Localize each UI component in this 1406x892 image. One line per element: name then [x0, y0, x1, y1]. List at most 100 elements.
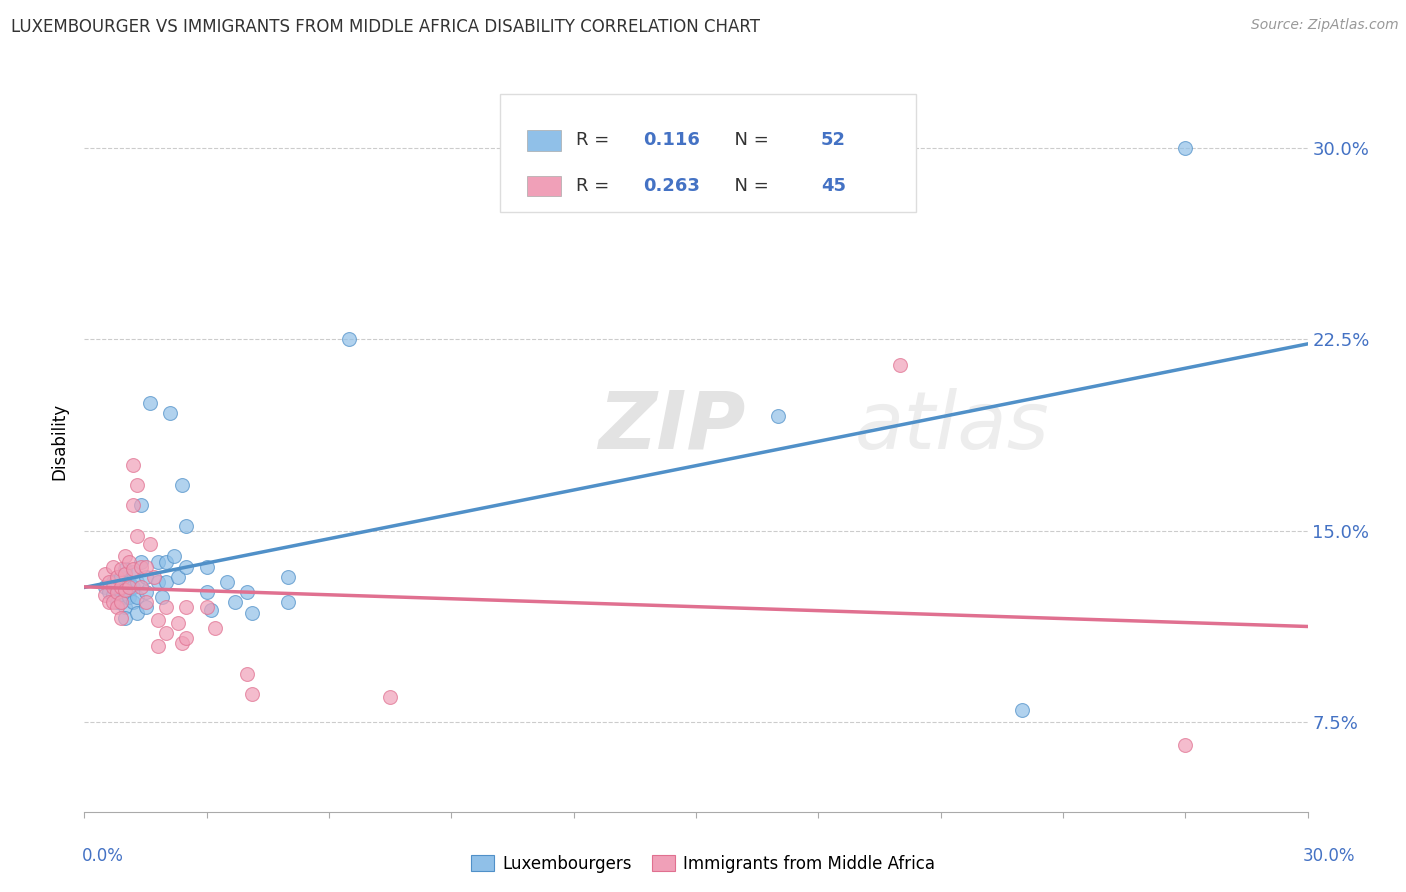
Point	[159, 407, 181, 421]
Point	[118, 574, 141, 589]
Point	[101, 588, 124, 602]
Point	[167, 615, 190, 630]
Point	[131, 580, 153, 594]
Point	[122, 595, 145, 609]
Point	[101, 580, 124, 594]
Point	[155, 626, 177, 640]
Point	[195, 585, 218, 599]
Point	[114, 591, 136, 605]
Point	[200, 603, 222, 617]
Point	[110, 595, 132, 609]
Point	[146, 613, 169, 627]
Text: 45: 45	[821, 177, 846, 195]
Point	[174, 600, 197, 615]
Point	[172, 636, 194, 650]
Text: R =: R =	[576, 177, 614, 195]
Point	[142, 570, 165, 584]
Point	[97, 595, 120, 609]
Point	[1174, 739, 1197, 753]
Text: N =: N =	[723, 131, 775, 149]
Point	[240, 687, 263, 701]
Text: 0.0%: 0.0%	[82, 847, 124, 865]
Point	[172, 478, 194, 492]
Point	[766, 409, 789, 423]
Point	[105, 580, 128, 594]
Text: N =: N =	[723, 177, 775, 195]
Point	[122, 565, 145, 579]
Point	[122, 499, 145, 513]
Point	[122, 562, 145, 576]
Point	[146, 574, 169, 589]
Point	[114, 610, 136, 624]
Point	[93, 567, 115, 582]
Y-axis label: Disability: Disability	[51, 403, 69, 480]
Point	[114, 600, 136, 615]
Point	[174, 518, 197, 533]
Point	[135, 600, 157, 615]
Point	[105, 600, 128, 615]
Point	[110, 585, 132, 599]
Point	[236, 585, 259, 599]
Point	[135, 595, 157, 609]
FancyBboxPatch shape	[501, 94, 917, 212]
Point	[101, 559, 124, 574]
Point	[204, 621, 226, 635]
Point	[131, 555, 153, 569]
Point	[889, 358, 911, 372]
Point	[195, 600, 218, 615]
Point	[155, 574, 177, 589]
Point	[131, 559, 153, 574]
Point	[240, 606, 263, 620]
Point	[131, 499, 153, 513]
Point	[101, 595, 124, 609]
Point	[155, 555, 177, 569]
Point	[1011, 703, 1033, 717]
Point	[122, 580, 145, 594]
Point	[110, 562, 132, 576]
Point	[236, 666, 259, 681]
Point	[155, 600, 177, 615]
Point	[93, 580, 115, 594]
Point	[105, 570, 128, 584]
Point	[114, 549, 136, 564]
Point	[114, 562, 136, 576]
Text: 0.263: 0.263	[644, 177, 700, 195]
Text: LUXEMBOURGER VS IMMIGRANTS FROM MIDDLE AFRICA DISABILITY CORRELATION CHART: LUXEMBOURGER VS IMMIGRANTS FROM MIDDLE A…	[11, 18, 761, 36]
Point	[127, 591, 149, 605]
Point	[127, 529, 149, 543]
Point	[114, 567, 136, 582]
Point	[118, 591, 141, 605]
Point	[277, 570, 299, 584]
Point	[97, 574, 120, 589]
Point	[1174, 141, 1197, 155]
Point	[110, 580, 132, 594]
Point	[277, 595, 299, 609]
Point	[135, 570, 157, 584]
Point	[167, 570, 190, 584]
Point	[97, 585, 120, 599]
Point	[138, 396, 160, 410]
Point	[174, 559, 197, 574]
FancyBboxPatch shape	[527, 176, 561, 196]
Point	[163, 549, 186, 564]
Text: 0.116: 0.116	[644, 131, 700, 149]
Point	[101, 574, 124, 589]
Point	[105, 595, 128, 609]
Point	[127, 574, 149, 589]
Text: 52: 52	[821, 131, 846, 149]
Legend: Luxembourgers, Immigrants from Middle Africa: Luxembourgers, Immigrants from Middle Af…	[464, 848, 942, 880]
Point	[146, 555, 169, 569]
Point	[146, 639, 169, 653]
Point	[224, 595, 246, 609]
Point	[110, 610, 132, 624]
Point	[118, 555, 141, 569]
Point	[380, 690, 402, 704]
Point	[127, 478, 149, 492]
Text: 30.0%: 30.0%	[1302, 847, 1355, 865]
Point	[114, 580, 136, 594]
Point	[122, 458, 145, 472]
Point	[217, 574, 239, 589]
Text: ZIP: ZIP	[598, 388, 745, 466]
Point	[195, 559, 218, 574]
Point	[114, 582, 136, 597]
